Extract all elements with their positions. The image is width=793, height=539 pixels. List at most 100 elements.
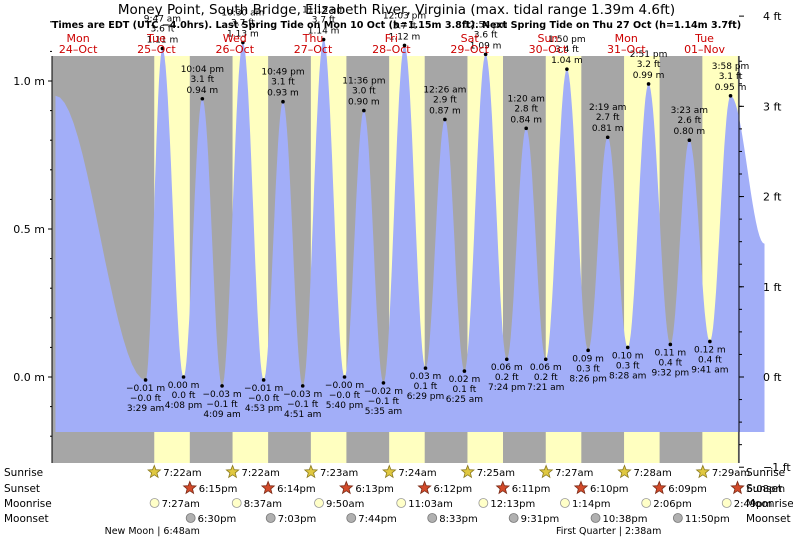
- tide-time-label: 12:54 pm: [464, 20, 507, 30]
- day-header-date: 28–Oct: [372, 43, 411, 56]
- tide-height-m-label: 0.02 m: [449, 375, 481, 385]
- day-header-dow: Sat: [461, 32, 480, 45]
- chart-header: Money Point, South Bridge, Elizabeth Riv…: [52, 2, 741, 56]
- row-label-left-sunrise: Sunrise: [4, 467, 43, 479]
- row-label-left-moonset: Moonset: [4, 513, 49, 525]
- day-header-date: 27–Oct: [294, 43, 333, 56]
- tide-extreme-dot: [565, 67, 569, 71]
- right-tick-label: −1 ft: [763, 461, 791, 474]
- sunset-icon: [652, 480, 667, 495]
- moonset-time: 7:03pm: [278, 514, 317, 525]
- right-tick-label: 4 ft: [763, 10, 782, 23]
- tide-time-label: 11:36 pm: [342, 77, 385, 87]
- moonset-time: 9:31pm: [521, 514, 560, 525]
- tide-height-m-label: 0.95 m: [715, 83, 747, 93]
- tide-height-ft-label: 3.1 ft: [190, 75, 214, 85]
- tide-height-m-label: 1.09 m: [470, 41, 502, 51]
- day-header-dow: Sun: [537, 32, 558, 45]
- tide-time-label: 5:35 am: [365, 407, 402, 417]
- tide-extreme-dot: [241, 40, 245, 45]
- tide-time-label: 11:15 am: [302, 6, 345, 16]
- moonrise-icon: [314, 498, 324, 508]
- tide-height-ft-label: −0.0 ft: [248, 394, 280, 404]
- moonrise-icon: [396, 498, 407, 508]
- tide-height-ft-label: 0.3 ft: [576, 364, 600, 374]
- tide-extreme-dot: [586, 348, 590, 353]
- sunset-icon: [260, 480, 276, 495]
- tide-height-m-label: 0.90 m: [348, 98, 380, 108]
- tide-time-label: 9:32 pm: [652, 368, 690, 378]
- tide-height-m-label: 1.04 m: [551, 56, 583, 66]
- sunrise-time: 7:29am: [712, 468, 750, 479]
- moonset-time: 6:30pm: [198, 514, 237, 525]
- tide-height-m-label: 0.84 m: [510, 115, 542, 125]
- sunrise-icon: [225, 464, 240, 479]
- tide-height-ft-label: 2.9 ft: [433, 95, 457, 105]
- tide-time-label: 9:41 am: [691, 365, 728, 375]
- day-headers: Mon24–OctTue25–OctWed26–OctThu27–OctFri2…: [59, 32, 726, 56]
- moonrise-time: 9:50am: [326, 499, 364, 510]
- tide-height-ft-label: 0.4 ft: [658, 358, 682, 368]
- sunrise-time: 7:23am: [320, 468, 358, 479]
- sunset-icon: [573, 480, 589, 495]
- row-label-left-moonrise: Moonrise: [4, 498, 52, 510]
- moonset-icon: [185, 513, 196, 523]
- tide-height-ft-label: 2.8 ft: [514, 104, 538, 114]
- tide-height-ft-label: 0.4 ft: [698, 355, 722, 365]
- tide-height-ft-label: −0.1 ft: [287, 400, 319, 410]
- tide-height-m-label: 1.14 m: [308, 27, 340, 37]
- tide-height-m-label: −0.03 m: [283, 390, 322, 400]
- tide-height-ft-label: −0.0 ft: [329, 391, 361, 401]
- tide-height-ft-label: 3.7 ft: [393, 21, 417, 31]
- tide-extreme-dot: [300, 384, 305, 388]
- tide-height-m-label: −0.00 m: [325, 381, 364, 391]
- sunrise-time: 7:25am: [477, 468, 515, 479]
- sunrise-time: 7:24am: [398, 468, 436, 479]
- moonrise-time: 12:13pm: [490, 499, 535, 510]
- tide-height-m-label: −0.01 m: [244, 384, 283, 394]
- moonset-time: 8:33pm: [439, 514, 478, 525]
- row-label-right-sunrise: Sunrise: [746, 467, 785, 479]
- tide-extreme-dot: [728, 94, 733, 98]
- tide-curve-area: [55, 39, 765, 432]
- tide-time-label: 4:08 pm: [165, 401, 203, 411]
- tide-height-ft-label: −0.1 ft: [368, 397, 400, 407]
- tide-height-m-label: 0.80 m: [674, 127, 706, 137]
- tide-extreme-dot: [362, 108, 366, 113]
- tide-extreme-dot: [181, 375, 186, 379]
- sunrise-icon: [538, 464, 554, 479]
- sunset-icon: [730, 480, 745, 495]
- tide-height-m-label: 0.03 m: [410, 372, 442, 382]
- tide-extreme-dot: [423, 366, 428, 370]
- moon-phase-label: First Quarter | 2:38am: [556, 526, 661, 537]
- tide-height-ft-label: 3.2 ft: [637, 60, 661, 70]
- sunrise-time: 7:27am: [555, 468, 593, 479]
- tide-height-m-label: 0.06 m: [530, 363, 562, 373]
- tide-height-ft-label: −0.1 ft: [206, 400, 238, 410]
- sunset-time: 6:14pm: [277, 484, 316, 495]
- tide-extreme-dot: [605, 135, 610, 140]
- chart-subtitle: Times are EDT (UTC −4.0hrs). Last Spring…: [52, 20, 741, 31]
- tide-extreme-dot: [483, 52, 488, 57]
- tide-height-m-label: 0.06 m: [491, 363, 523, 373]
- sunset-time: 6:13pm: [355, 484, 394, 495]
- tide-time-label: 8:26 pm: [569, 374, 607, 384]
- day-header-dow: Wed: [223, 32, 247, 45]
- tide-extreme-dot: [220, 384, 224, 388]
- day-header-date: 30–Oct: [529, 43, 568, 56]
- moonset-icon: [427, 513, 438, 523]
- row-label-left-sunset: Sunset: [4, 483, 40, 495]
- tide-time-label: 9:47 am: [144, 14, 181, 24]
- day-header-dow: Mon: [67, 32, 90, 45]
- tide-height-m-label: −0.01 m: [126, 384, 165, 394]
- moonset-icon: [508, 513, 519, 523]
- day-header-date: 29–Oct: [450, 43, 489, 56]
- plot-area: −0.01 m−0.0 ft3:29 am9:47 am3.6 ft1.11 m…: [52, 6, 765, 463]
- tide-time-label: 3:23 am: [671, 106, 708, 116]
- sunrise-icon: [382, 464, 397, 479]
- tide-height-m-label: 0.81 m: [592, 124, 624, 134]
- tide-time-label: 3:29 am: [127, 404, 164, 414]
- tide-height-m-label: 1.12 m: [389, 32, 421, 42]
- tide-height-ft-label: 0.2 ft: [495, 373, 519, 383]
- moonrise-icon: [478, 498, 489, 508]
